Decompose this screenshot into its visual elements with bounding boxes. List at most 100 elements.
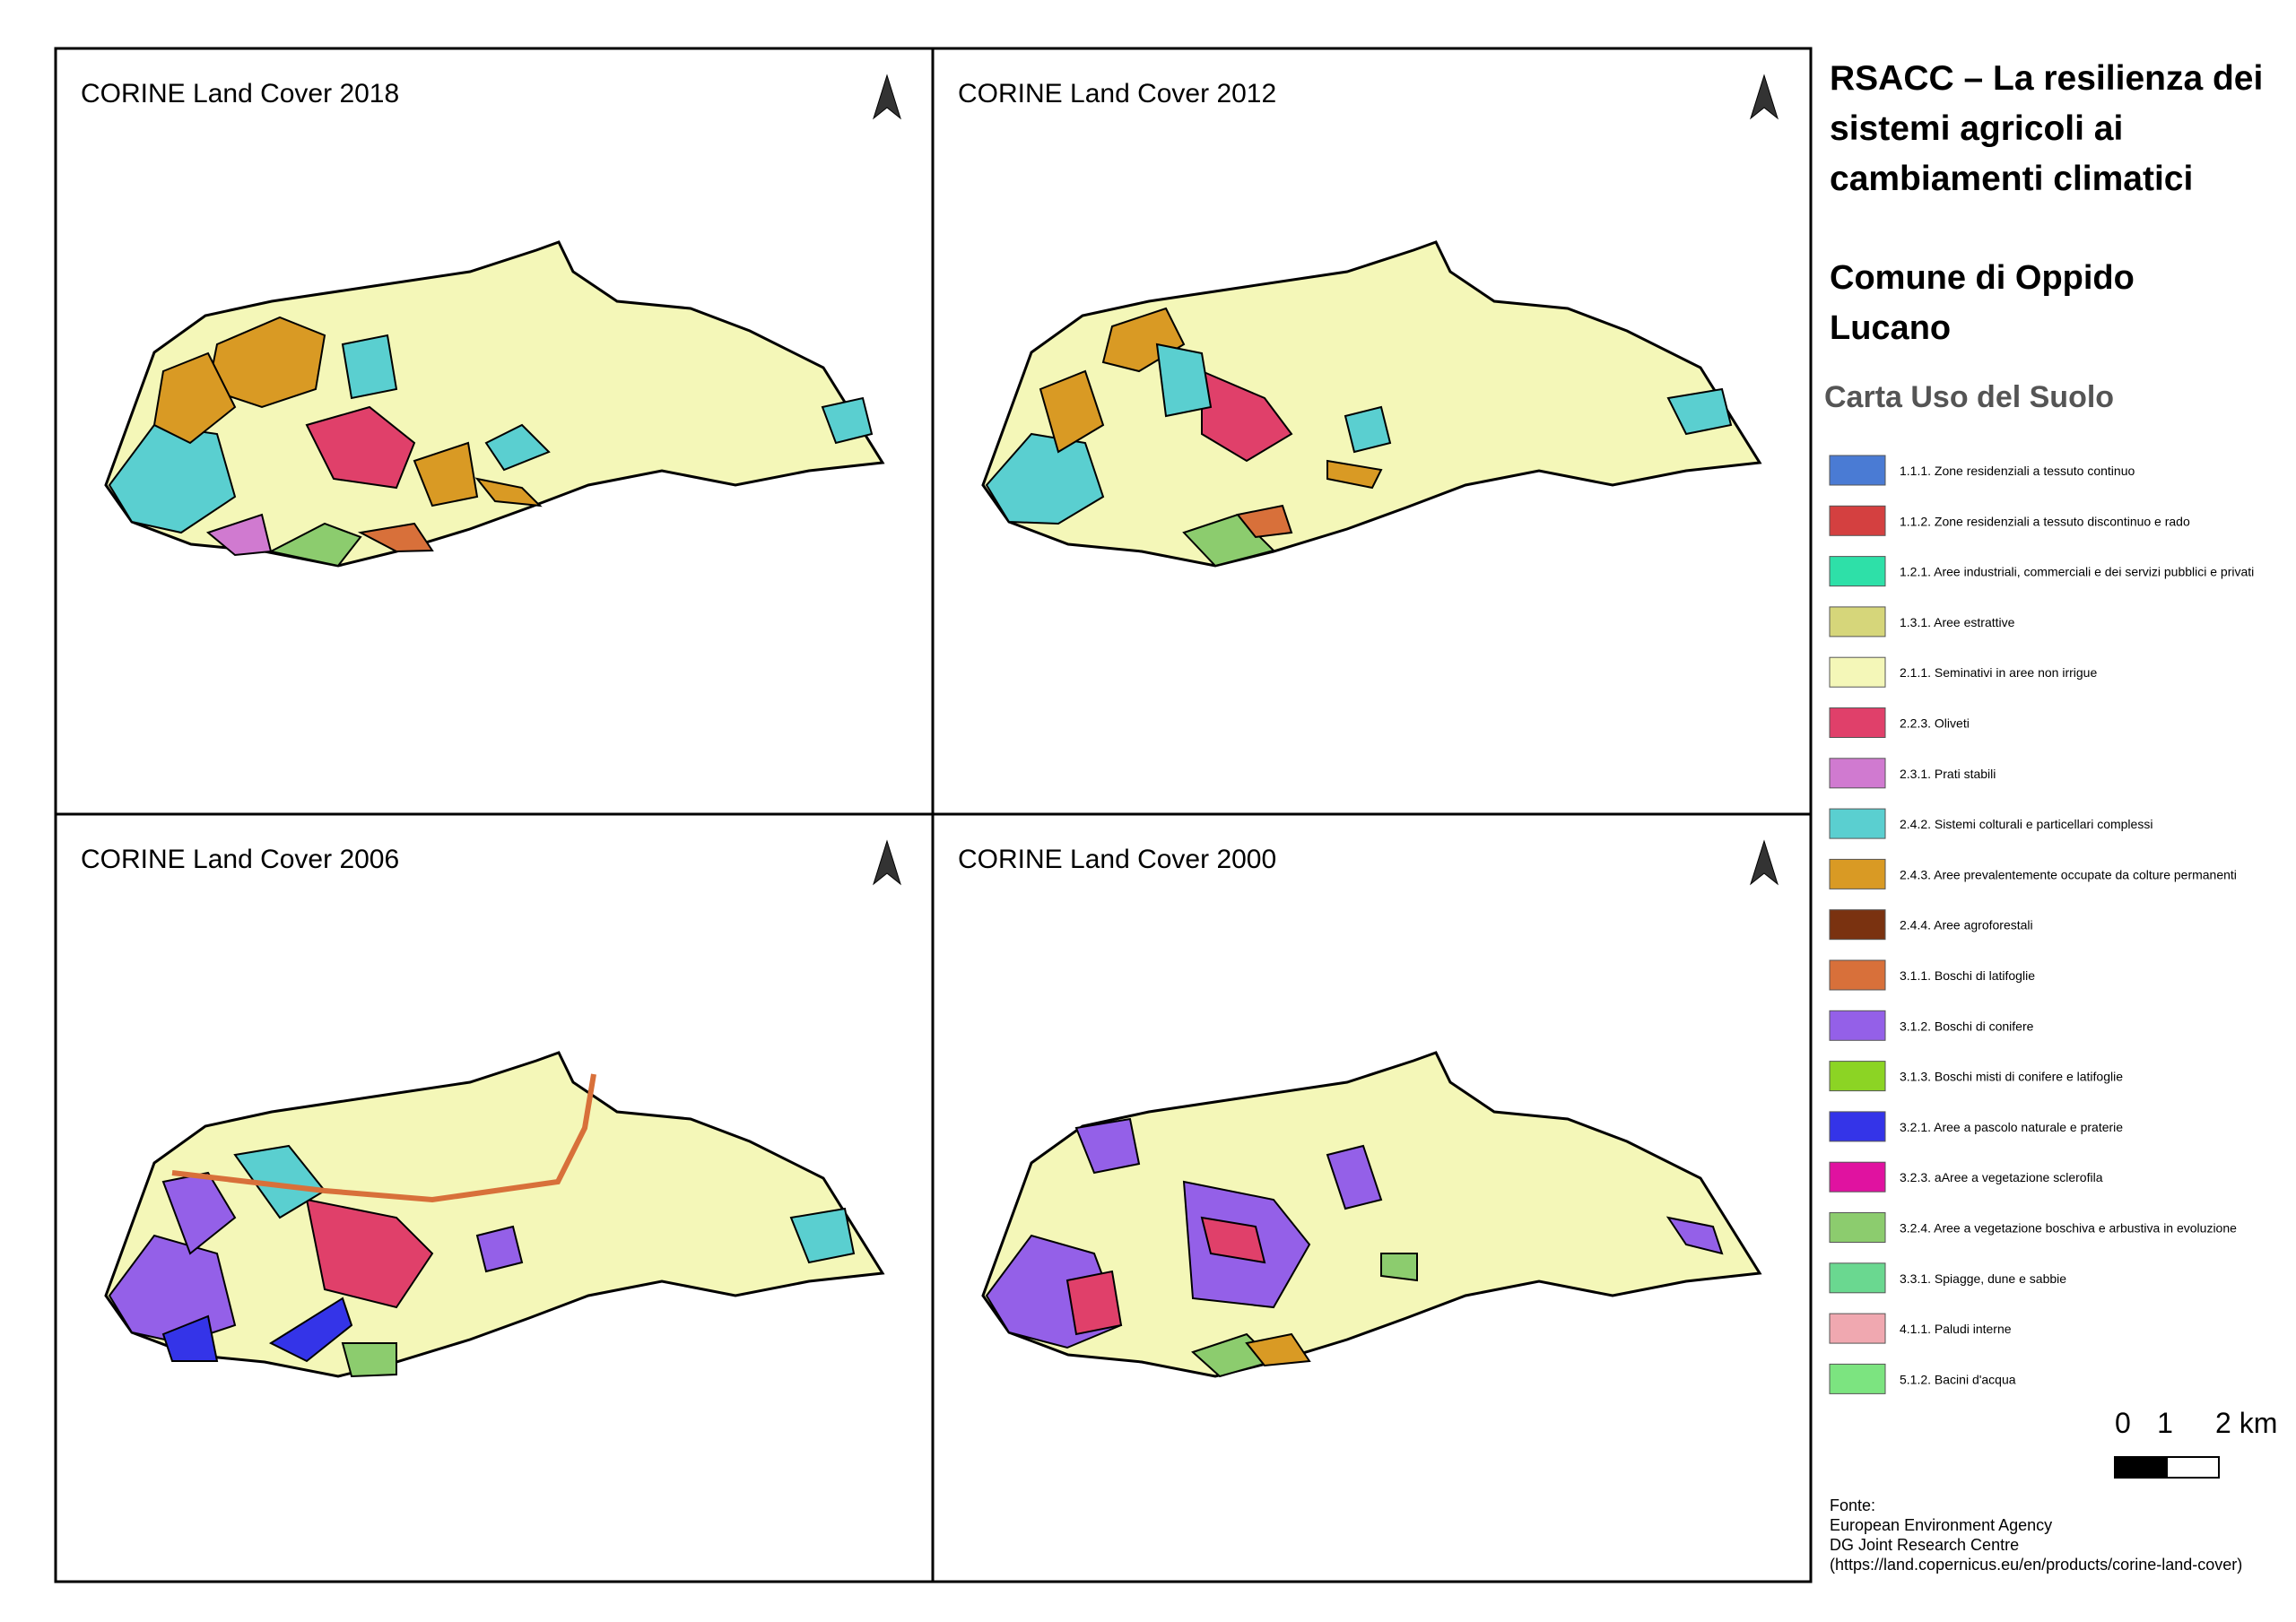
legend-swatch [1829, 909, 1886, 941]
region-outline [981, 240, 1762, 568]
legend-label: 3.2.1. Aree a pascolo naturale e prateri… [1900, 1120, 2123, 1134]
legend-label: 1.2.1. Aree industriali, commerciali e d… [1900, 565, 2254, 579]
legend-swatch [1829, 758, 1886, 789]
north-arrow [1750, 74, 1779, 120]
legend-swatch [1829, 1111, 1886, 1142]
land-patch [1200, 1216, 1266, 1264]
land-patch [1074, 1117, 1141, 1175]
legend-swatch [1829, 606, 1886, 638]
land-patch [1665, 1216, 1724, 1255]
legend-label: 1.3.1. Aree estrattive [1900, 615, 2015, 629]
land-patch [161, 1314, 219, 1362]
legend-label: 2.4.3. Aree prevalentemente occupate da … [1900, 867, 2237, 881]
legend-swatch [1829, 656, 1886, 688]
legend-swatch [1829, 1363, 1886, 1394]
land-patch [268, 522, 362, 568]
north-arrow [873, 839, 901, 886]
region [104, 1051, 885, 1378]
legend-label: 3.2.3. aAree a vegetazione sclerofila [1900, 1170, 2103, 1184]
land-patch [821, 396, 874, 445]
legend-swatch [1829, 1212, 1886, 1243]
land-patch [1344, 405, 1392, 454]
legend-label: 3.1.2. Boschi di conifere [1900, 1019, 2034, 1033]
scale-label: 2 km [2215, 1407, 2277, 1439]
land-patch [475, 1225, 524, 1273]
legend-swatch [1829, 455, 1886, 486]
legend-label: 1.1.1. Zone residenziali a tessuto conti… [1900, 464, 2135, 478]
region-outline [104, 1051, 885, 1378]
legend-label: 3.3.1. Spiagge, dune e sabbie [1900, 1271, 2066, 1286]
legend-swatch [1829, 808, 1886, 839]
legend-swatch [1829, 505, 1886, 536]
source: Fonte: European Environment Agency DG Jo… [1830, 1496, 2242, 1574]
land-patch [1666, 387, 1733, 436]
source-line: Fonte: [1830, 1496, 1876, 1514]
land-patch [413, 441, 479, 507]
legend-swatch [1829, 959, 1886, 991]
land-patch [1039, 369, 1105, 454]
source-line: (https://land.copernicus.eu/en/products/… [1830, 1556, 2243, 1574]
land-patch [108, 1234, 237, 1345]
land-patch [341, 334, 398, 400]
legend-label: 3.1.1. Boschi di latifoglie [1900, 968, 2035, 983]
panel: CORINE Land Cover 2018 [81, 74, 901, 568]
panel-title: CORINE Land Cover 2018 [81, 79, 399, 108]
land-patch [341, 1342, 397, 1378]
panel: CORINE Land Cover 2000 [958, 839, 1779, 1378]
source-line: European Environment Agency [1830, 1516, 2053, 1534]
north-arrow [1750, 839, 1779, 886]
legend-label: 2.4.4. Aree agroforestali [1900, 918, 2033, 932]
legend-label: 2.3.1. Prati stabili [1900, 767, 1996, 781]
title: RSACC – La resilienza dei sistemi agrico… [1830, 59, 2264, 198]
land-patch [357, 522, 434, 553]
region [981, 240, 1762, 568]
land-patch [152, 351, 237, 445]
scale-white [2166, 1456, 2220, 1479]
region [981, 1051, 1762, 1378]
legend-swatch [1829, 1313, 1886, 1344]
legend-swatch [1829, 1061, 1886, 1092]
panel-title: CORINE Land Cover 2012 [958, 79, 1276, 108]
scale-black [2114, 1456, 2168, 1479]
legend-swatch [1829, 1262, 1886, 1294]
land-patch [1326, 1144, 1383, 1210]
north-arrow [873, 74, 901, 120]
land-patch [1326, 459, 1383, 490]
legend-label: 5.1.2. Bacini d'acqua [1900, 1372, 2016, 1386]
land-patch [305, 1198, 434, 1309]
land-patch [985, 432, 1105, 525]
land-patch [1155, 343, 1213, 418]
subtitle: Comune di Oppido Lucano [1830, 259, 2135, 347]
land-patch [268, 1297, 353, 1363]
scale-label: 0 [2115, 1407, 2131, 1439]
land-patch [1182, 513, 1275, 568]
scale-label: 1 [2157, 1407, 2173, 1439]
legend-swatch [1829, 858, 1886, 889]
map-title: Carta Uso del Suolo [1824, 380, 2115, 414]
land-patch [484, 423, 551, 472]
source-line: DG Joint Research Centre [1830, 1536, 2020, 1554]
land-patch [1065, 1270, 1123, 1336]
legend-label: 3.1.3. Boschi misti di conifere e latifo… [1900, 1070, 2123, 1084]
panel: CORINE Land Cover 2012 [958, 74, 1779, 568]
legend-swatch [1829, 1010, 1886, 1041]
panel-title: CORINE Land Cover 2006 [81, 845, 399, 874]
legend-swatch [1829, 556, 1886, 587]
land-patch [1236, 504, 1293, 539]
panel-title: CORINE Land Cover 2000 [958, 845, 1276, 874]
legend-swatch [1829, 1161, 1886, 1193]
land-patch [474, 477, 543, 507]
land-patch [789, 1207, 856, 1264]
panel: CORINE Land Cover 2006 [81, 839, 901, 1378]
legend-swatch [1829, 707, 1886, 738]
legend-label: 2.1.1. Seminativi in aree non irrigue [1900, 665, 2097, 680]
legend-label: 1.1.2. Zone residenziali a tessuto disco… [1900, 514, 2190, 528]
legend-label: 3.2.4. Aree a vegetazione boschiva e arb… [1900, 1221, 2237, 1236]
land-patch [1201, 369, 1293, 463]
river-patch [171, 1073, 596, 1203]
land-patch [305, 405, 416, 490]
legend-label: 2.4.2. Sistemi colturali e particellari … [1900, 817, 2152, 831]
legend-label: 4.1.1. Paludi interne [1900, 1322, 2012, 1336]
